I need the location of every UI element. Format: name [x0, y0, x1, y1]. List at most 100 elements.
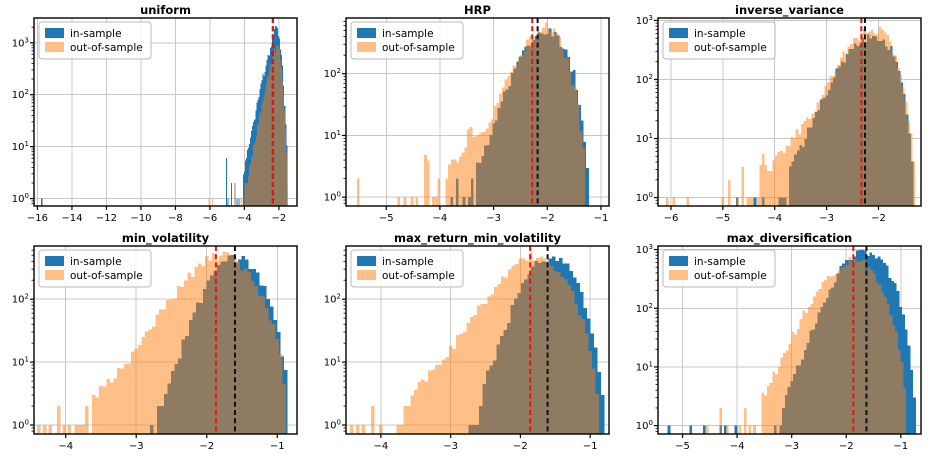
legend-box [38, 21, 152, 60]
x-tick-label: −2 [871, 213, 886, 224]
bars-out-of-sample [37, 251, 287, 434]
x-tick-label: −8 [168, 213, 183, 224]
y-tick-label: 100 [12, 419, 29, 432]
legend-label-in-sample: in-sample [694, 256, 746, 268]
subplot-max-return-min-volatility: max_return_min_volatility −4 −3 −2 −1 100 101… [312, 228, 624, 456]
legend-box [662, 21, 776, 60]
x-tick-label: −5 [715, 213, 730, 224]
y-axis: 100 101 102 103 [636, 243, 658, 432]
legend: in-sample out-of-sample [662, 249, 776, 288]
y-axis: 100 101 102 103 [636, 14, 658, 204]
legend-label-out-of-sample: out-of-sample [694, 270, 767, 282]
subplot-title-min-volatility: min_volatility [121, 231, 210, 245]
legend-swatch-out-of-sample [669, 270, 688, 280]
y-tick-label: 101 [636, 360, 653, 373]
legend-swatch-out-of-sample [357, 270, 376, 280]
histogram-canvas-min-volatility: −4 −3 −2 −1 100 101 102 in-sample out-of-sample [12, 245, 298, 452]
legend-label-in-sample: in-sample [70, 28, 122, 40]
y-tick-label: 101 [324, 356, 341, 369]
y-axis: 100 101 102 103 [12, 26, 34, 205]
x-axis: −4 −3 −2 −1 [374, 434, 598, 452]
legend-box [350, 21, 464, 60]
legend-label-in-sample: in-sample [70, 256, 122, 268]
y-tick-label: 103 [636, 14, 653, 27]
y-tick-label: 101 [12, 356, 29, 369]
legend-label-out-of-sample: out-of-sample [70, 42, 143, 54]
x-tick-label: −4 [767, 213, 782, 224]
legend-box [662, 249, 776, 288]
subplot-uniform: uniform −16 −14 −12 −10 −8 −6 −4 −2 100 101 102 103… [0, 0, 312, 228]
legend: in-sample out-of-sample [38, 249, 152, 288]
y-axis: 100 101 102 [324, 249, 346, 432]
x-tick-label: −4 [58, 441, 73, 452]
y-tick-label: 100 [12, 192, 29, 205]
legend-swatch-in-sample [45, 256, 64, 266]
histogram-canvas-max-return-min-volatility: −4 −3 −2 −1 100 101 102 in-sample out-of-sample [324, 245, 610, 452]
legend-label-in-sample: in-sample [382, 28, 434, 40]
y-axis: 100 101 102 [12, 249, 34, 432]
histogram-canvas-max-diversification: −5 −4 −3 −2 −1 100 101 102 103 in-sample out-of-sa… [636, 243, 922, 452]
bars-out-of-sample [208, 45, 289, 207]
x-tick-label: −12 [96, 213, 117, 224]
bars-out-of-sample [349, 252, 599, 434]
legend-label-out-of-sample: out-of-sample [382, 270, 455, 282]
legend-box [38, 249, 152, 288]
x-tick-label: −4 [374, 441, 389, 452]
axes-frame [33, 245, 298, 435]
y-tick-label: 100 [324, 419, 341, 432]
legend-swatch-in-sample [357, 28, 376, 38]
legend-swatch-out-of-sample [357, 42, 376, 52]
y-tick-label: 102 [12, 293, 29, 306]
axes-frame [345, 17, 610, 207]
subplot-min-volatility: min_volatility −4 −3 −2 −1 100 101 102 in-sampl… [0, 228, 312, 456]
bars-out-of-sample [705, 257, 906, 434]
legend: in-sample out-of-sample [350, 249, 464, 288]
histogram-canvas-hrp: −5 −4 −3 −2 −1 100 101 102 in-sample out-of-sampl… [324, 17, 610, 224]
x-tick-label: −1 [594, 213, 609, 224]
subplot-title-inverse-variance: inverse_variance [735, 3, 844, 17]
subplot-max-diversification: max_diversification −5 −4 −3 −2 −1 100 101 102 1… [624, 228, 936, 456]
y-tick-label: 100 [636, 419, 653, 432]
subplot-title-max-return-min-volatility: max_return_min_volatility [394, 231, 561, 245]
bars-out-of-sample [666, 26, 916, 207]
y-tick-label: 103 [12, 36, 29, 49]
x-tick-label: −3 [819, 213, 834, 224]
axes-frame [345, 245, 610, 435]
x-tick-label: −1 [583, 441, 598, 452]
axes-frame [657, 17, 922, 207]
legend-label-in-sample: in-sample [694, 28, 746, 40]
x-axis: −5 −4 −3 −2 −1 [675, 434, 908, 452]
legend: in-sample out-of-sample [350, 21, 464, 60]
x-tick-label: −3 [486, 213, 501, 224]
legend-swatch-in-sample [669, 256, 688, 266]
x-tick-label: −4 [730, 441, 745, 452]
y-tick-label: 102 [324, 293, 341, 306]
legend-swatch-out-of-sample [669, 42, 688, 52]
y-tick-label: 102 [324, 67, 341, 80]
subplot-inverse-variance: inverse_variance −6 −5 −4 −3 −2 100 101 102 103 i… [624, 0, 936, 228]
x-tick-label: −3 [129, 441, 144, 452]
x-tick-label: −1 [270, 441, 285, 452]
x-tick-label: −3 [784, 441, 799, 452]
x-tick-label: −2 [272, 213, 287, 224]
x-tick-label: −6 [203, 213, 218, 224]
legend: in-sample out-of-sample [38, 21, 152, 60]
x-tick-label: −2 [839, 441, 854, 452]
legend: in-sample out-of-sample [662, 21, 776, 60]
axes-frame [33, 17, 298, 207]
x-axis: −5 −4 −3 −2 −1 [379, 206, 608, 224]
legend-swatch-in-sample [669, 28, 688, 38]
legend-label-out-of-sample: out-of-sample [70, 270, 143, 282]
legend-swatch-in-sample [45, 28, 64, 38]
x-tick-label: −4 [433, 213, 448, 224]
axes-frame [657, 245, 922, 435]
y-tick-label: 101 [636, 132, 653, 145]
histogram-canvas-uniform: −16 −14 −12 −10 −8 −6 −4 −2 100 101 102 103 in-sampl… [12, 17, 298, 224]
legend-swatch-out-of-sample [45, 270, 64, 280]
x-axis: −4 −3 −2 −1 [58, 434, 285, 452]
x-axis: −6 −5 −4 −3 −2 [664, 206, 886, 224]
y-tick-label: 101 [12, 140, 29, 153]
legend-box [350, 249, 464, 288]
x-tick-label: −6 [664, 213, 679, 224]
